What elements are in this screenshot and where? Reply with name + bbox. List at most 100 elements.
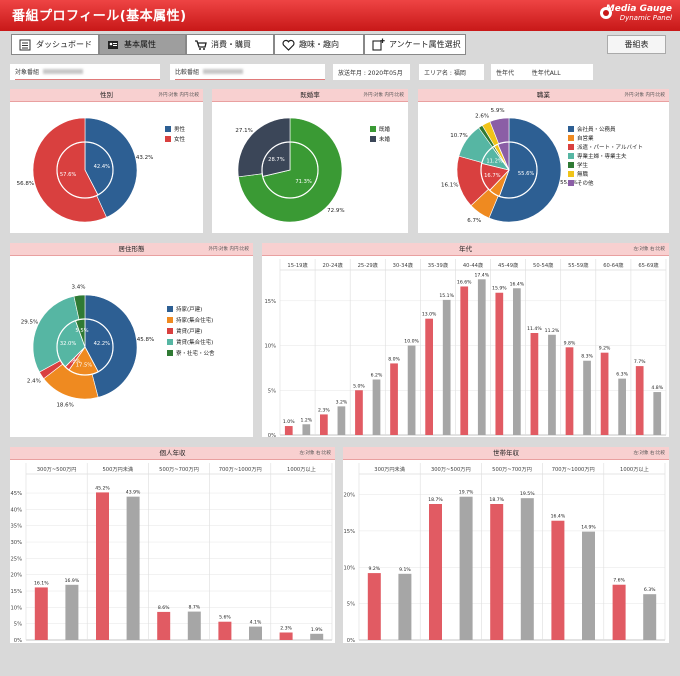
target-bar xyxy=(425,318,433,435)
y-tick-label: 0% xyxy=(347,638,355,643)
legend-item: 持家(戸建) xyxy=(167,303,215,314)
tab-hobby[interactable]: 趣味・趣向 xyxy=(274,34,364,55)
bar-value-label: 16.6% xyxy=(457,279,472,285)
age-title: 年代 xyxy=(459,245,472,253)
age-panel-header: 年代 左:対象 右:比較 xyxy=(262,243,669,256)
compare-bar xyxy=(477,279,486,435)
compare-bar xyxy=(618,378,626,435)
housing-title: 居住形態 xyxy=(118,245,145,253)
gender-legend: 男性 女性 xyxy=(165,124,185,144)
married-panel: 既婚率 外円:対象 内円:比較 72.9% 27.1% 71.3% 28.7% 既婚 未婚 xyxy=(212,89,408,233)
housing-legend: 持家(戸建) 持家(集合住宅) 賃貸(戸建) 賃貸(集合住宅) 寮・社宅・公舎 xyxy=(167,303,215,358)
inner-slice-label: 32.0% xyxy=(60,341,77,347)
y-tick-label: 15% xyxy=(10,589,22,595)
inner-slice-label: 17.5% xyxy=(76,362,93,368)
target-program-value xyxy=(42,69,83,74)
outer-slice-label: 18.6% xyxy=(56,403,73,409)
compare-bar xyxy=(187,611,201,640)
tab-basic-attributes-label: 基本属性 xyxy=(124,40,156,49)
bar-value-label: 15.9% xyxy=(492,286,507,292)
inner-slice-label: 57.6% xyxy=(60,172,77,178)
legend-swatch xyxy=(165,126,171,132)
legend-label: 専業主婦・専業主夫 xyxy=(577,153,627,160)
bar-value-label: 19.5% xyxy=(520,491,535,497)
bar-value-label: 9.8% xyxy=(564,340,576,346)
media-gauge-logo: Media Gauge Dynamic Panel xyxy=(600,4,672,27)
y-tick-label: 15% xyxy=(264,299,276,305)
legend-item: 賃貸(集合住宅) xyxy=(167,336,215,347)
category-label: 65-69歳 xyxy=(638,261,658,269)
category-label: 1000万以上 xyxy=(620,465,649,473)
married-legend: 既婚 未婚 xyxy=(370,124,390,144)
target-bar xyxy=(460,286,469,435)
bar-value-label: 14.9% xyxy=(581,525,596,531)
personal-income-header: 個人年収 左:対象 右:比較 xyxy=(10,447,335,460)
category-label: 45-49歳 xyxy=(498,261,518,269)
gender-unit: 外円:対象 内円:比較 xyxy=(158,93,199,98)
id-card-icon xyxy=(106,38,120,52)
legend-swatch xyxy=(167,349,173,356)
tab-dashboard[interactable]: ダッシュボード xyxy=(11,34,99,55)
outer-slice-label: 43.2% xyxy=(136,155,153,161)
cart-icon xyxy=(193,38,207,52)
inner-slice-label: 42.4% xyxy=(94,164,111,170)
y-tick-label: 30% xyxy=(10,540,22,546)
page-title: 番組プロフィール(基本属性) xyxy=(12,9,187,24)
legend-item: 学生 xyxy=(568,160,643,169)
inner-slice-label: 5.5% xyxy=(75,328,88,334)
legend-item: 寮・社宅・公舎 xyxy=(167,347,215,358)
compare-bar xyxy=(407,345,416,435)
category-label: 60-64歳 xyxy=(603,261,623,269)
compare-bar xyxy=(548,334,556,435)
category-label: 500万円未満 xyxy=(102,465,133,473)
legend-item: 無職 xyxy=(568,169,643,178)
inner-slice-label: 2.8% xyxy=(67,358,80,364)
heart-icon xyxy=(281,38,295,52)
target-program-label: 対象番組 xyxy=(15,69,40,76)
logo-mark-icon xyxy=(600,7,612,19)
tab-basic-attributes[interactable]: 基本属性 xyxy=(99,34,186,55)
legend-swatch xyxy=(568,152,574,159)
category-label: 30-34歳 xyxy=(393,261,413,269)
legend-swatch xyxy=(568,134,574,141)
bar-value-label: 8.3% xyxy=(581,354,593,360)
legend-label: 未婚 xyxy=(379,137,391,143)
y-tick-label: 25% xyxy=(10,556,22,562)
inner-slice-label: 11.2% xyxy=(486,158,503,164)
compare-bar xyxy=(459,496,473,640)
gender-age-field[interactable]: 性年代 性年代ALL xyxy=(491,64,593,80)
compare-bar xyxy=(310,633,324,640)
header-bar: 番組プロフィール(基本属性) Media Gauge Dynamic Panel xyxy=(0,0,680,31)
gender-panel: 性別 外円:対象 内円:比較 43.2% 56.8% 42.4% 57.6% 男性 女性 xyxy=(10,89,203,233)
tab-dashboard-label: ダッシュボード xyxy=(36,40,92,49)
household-income-header: 世帯年収 左:対象 右:比較 xyxy=(343,447,669,460)
legend-item: 持家(集合住宅) xyxy=(167,314,215,325)
logo-text-1: Media Gauge xyxy=(605,4,672,14)
compare-bar xyxy=(398,573,412,640)
tab-survey-attributes[interactable]: アンケート属性選択 xyxy=(364,34,466,55)
legend-swatch xyxy=(568,161,574,168)
program-list-button[interactable]: 番組表 xyxy=(607,35,666,54)
outer-slice-label: 56.8% xyxy=(17,181,34,187)
period-value: 放送年月 : 2020年05月 xyxy=(338,69,403,77)
target-program-field[interactable]: 対象番組 xyxy=(10,64,160,80)
legend-swatch xyxy=(167,316,173,323)
compare-program-field[interactable]: 比較番組 xyxy=(170,64,325,80)
y-tick-label: 45% xyxy=(10,491,22,497)
legend-label: 賃貸(戸建) xyxy=(176,328,203,335)
bar-value-label: 45.2% xyxy=(95,485,110,491)
tab-consumption[interactable]: 消費・購買 xyxy=(186,34,274,55)
gender-title: 性別 xyxy=(100,91,113,99)
category-label: 20-24歳 xyxy=(323,261,343,269)
bar-value-label: 11.4% xyxy=(527,326,542,332)
legend-label: 賃貸(集合住宅) xyxy=(176,339,214,346)
outer-slice-label: 10.7% xyxy=(450,133,467,139)
bar-value-label: 1.9% xyxy=(311,627,323,633)
legend-swatch xyxy=(568,179,574,186)
category-label: 700万~1000万円 xyxy=(552,466,595,473)
inner-slice-label: 42.2% xyxy=(94,341,111,347)
category-label: 1000万以上 xyxy=(287,465,316,473)
bar-value-label: 8.6% xyxy=(158,605,170,611)
category-label: 500万~700万円 xyxy=(159,466,199,473)
outer-slice-label: 5.9% xyxy=(491,108,505,114)
